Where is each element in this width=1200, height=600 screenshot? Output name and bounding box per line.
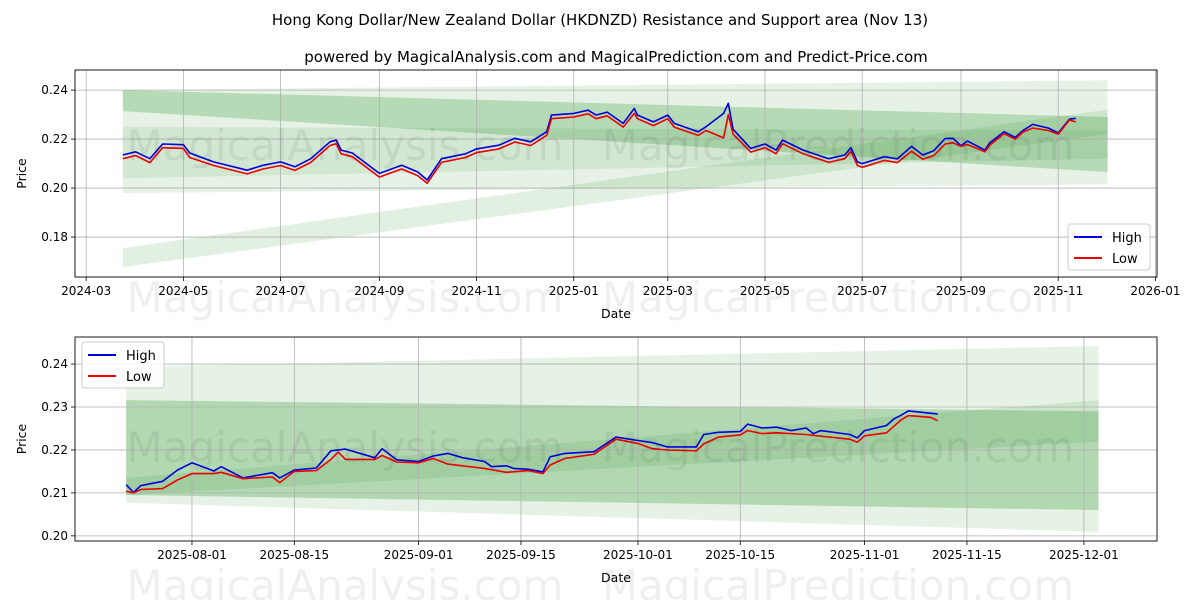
band-1	[122, 90, 1108, 173]
x-tick-label: 2025-01	[549, 284, 599, 298]
band-1	[126, 400, 1099, 511]
y-tick-label: 0.23	[41, 400, 68, 414]
legend: High Low	[1067, 223, 1151, 271]
x-tick-label: 2024-05	[158, 284, 208, 298]
legend: High Low	[81, 341, 165, 389]
axes-frame	[74, 69, 1158, 278]
y-axis-label: Price	[14, 158, 29, 189]
watermark: MagicalPrediction.com	[602, 273, 1075, 322]
watermark: MagicalAnalysis.com	[127, 273, 564, 322]
plot-area	[75, 337, 1157, 541]
x-tick-label: 2025-10-01	[603, 548, 673, 562]
watermark: MagicalAnalysis.com	[127, 423, 564, 472]
x-tick-label: 2025-09-15	[486, 548, 556, 562]
x-tick-label: 2025-11	[1033, 284, 1083, 298]
x-tick-label: 2025-11-15	[932, 548, 1002, 562]
legend-label-low: Low	[126, 370, 152, 385]
x-tick-label: 2025-03	[643, 284, 693, 298]
x-tick-label: 2025-10-15	[705, 548, 775, 562]
y-tick-label: 0.24	[41, 357, 68, 371]
watermark: MagicalAnalysis.com	[127, 121, 564, 170]
y-axis-label: Price	[14, 423, 29, 454]
x-tick-label: 2024-03	[61, 284, 111, 298]
plot-area	[75, 70, 1157, 277]
x-axis-label: Date	[601, 306, 631, 321]
watermark: MagicalPrediction.com	[602, 423, 1075, 472]
legend-label-high: High	[1112, 231, 1142, 246]
y-tick-label: 0.20	[41, 181, 68, 195]
x-axis-label: Date	[601, 570, 631, 585]
band-2	[126, 400, 1099, 496]
x-tick-label: 2025-12-01	[1049, 548, 1119, 562]
x-tick-label: 2025-07	[837, 284, 887, 298]
x-tick-label: 2025-11-01	[830, 548, 900, 562]
watermark: MagicalAnalysis.com	[127, 561, 564, 600]
y-tick-label: 0.22	[41, 443, 68, 457]
watermark: MagicalPrediction.com	[602, 121, 1075, 170]
legend-label-high: High	[126, 349, 156, 364]
bottom-chart: MagicalAnalysis.com MagicalAnalysis.com Ma…	[14, 336, 1158, 600]
axes-frame	[74, 336, 1158, 542]
x-tick-label: 2025-08-01	[157, 548, 227, 562]
x-tick-label: 2024-09	[354, 284, 404, 298]
y-tick-label: 0.20	[41, 529, 68, 543]
x-tick-label: 2025-05	[740, 284, 790, 298]
series-high-line	[122, 102, 1076, 181]
chart-subtitle: powered by MagicalAnalysis.com and Magic…	[304, 48, 928, 66]
chart-title: Hong Kong Dollar/New Zealand Dollar (HKD…	[272, 11, 928, 29]
x-tick-label: 2026-01	[1130, 284, 1180, 298]
x-tick-label: 2024-07	[255, 284, 305, 298]
y-tick-label: 0.24	[41, 83, 68, 97]
y-tick-label: 0.21	[41, 486, 68, 500]
series-low-line	[126, 414, 939, 494]
x-tick-label: 2025-09-01	[384, 548, 454, 562]
watermark: MagicalPrediction.com	[602, 561, 1075, 600]
legend-label-low: Low	[1112, 252, 1138, 267]
x-tick-label: 2025-08-15	[259, 548, 329, 562]
x-tick-label: 2024-11	[451, 284, 501, 298]
y-tick-label: 0.18	[41, 230, 68, 244]
series-high-line	[125, 410, 938, 494]
y-tick-label: 0.22	[41, 132, 68, 146]
top-chart: MagicalAnalysis.com MagicalAnalysis.com Ma…	[14, 69, 1180, 322]
series-low-line	[122, 112, 1076, 184]
x-tick-label: 2025-09	[936, 284, 986, 298]
